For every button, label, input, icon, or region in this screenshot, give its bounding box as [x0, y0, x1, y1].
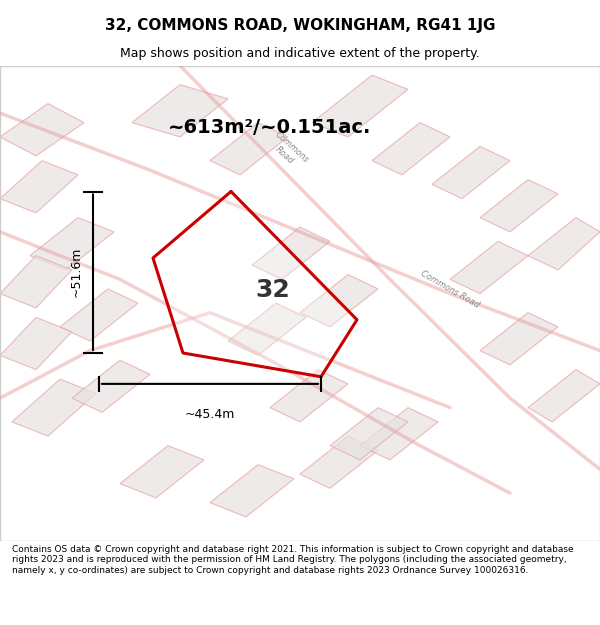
Polygon shape	[528, 369, 600, 422]
Polygon shape	[0, 256, 72, 308]
Text: ~613m²/~0.151ac.: ~613m²/~0.151ac.	[168, 118, 371, 137]
Polygon shape	[330, 408, 408, 460]
Polygon shape	[0, 104, 84, 156]
Polygon shape	[450, 241, 528, 294]
Polygon shape	[132, 84, 228, 137]
Polygon shape	[0, 161, 78, 213]
Polygon shape	[252, 227, 330, 279]
Polygon shape	[372, 122, 450, 175]
Text: Commons Road: Commons Road	[419, 269, 481, 309]
Text: ~45.4m: ~45.4m	[185, 408, 235, 421]
Polygon shape	[300, 436, 378, 488]
Polygon shape	[528, 217, 600, 270]
Polygon shape	[312, 75, 408, 137]
Polygon shape	[30, 217, 114, 270]
Polygon shape	[60, 289, 138, 341]
Polygon shape	[432, 146, 510, 199]
Text: Map shows position and indicative extent of the property.: Map shows position and indicative extent…	[120, 48, 480, 60]
Polygon shape	[210, 122, 288, 175]
Polygon shape	[0, 318, 72, 369]
Text: 32, COMMONS ROAD, WOKINGHAM, RG41 1JG: 32, COMMONS ROAD, WOKINGHAM, RG41 1JG	[105, 18, 495, 33]
Polygon shape	[72, 360, 150, 413]
Text: ~51.6m: ~51.6m	[70, 247, 83, 298]
Text: Commons
Road: Commons Road	[266, 130, 310, 173]
Polygon shape	[120, 446, 204, 498]
Polygon shape	[228, 303, 306, 356]
Text: Contains OS data © Crown copyright and database right 2021. This information is : Contains OS data © Crown copyright and d…	[12, 545, 574, 574]
Polygon shape	[153, 191, 357, 377]
Polygon shape	[480, 179, 558, 232]
Polygon shape	[210, 464, 294, 517]
Polygon shape	[270, 369, 348, 422]
Polygon shape	[12, 379, 96, 436]
Polygon shape	[360, 408, 438, 460]
Polygon shape	[480, 312, 558, 365]
Polygon shape	[300, 274, 378, 327]
Text: 32: 32	[256, 278, 290, 302]
